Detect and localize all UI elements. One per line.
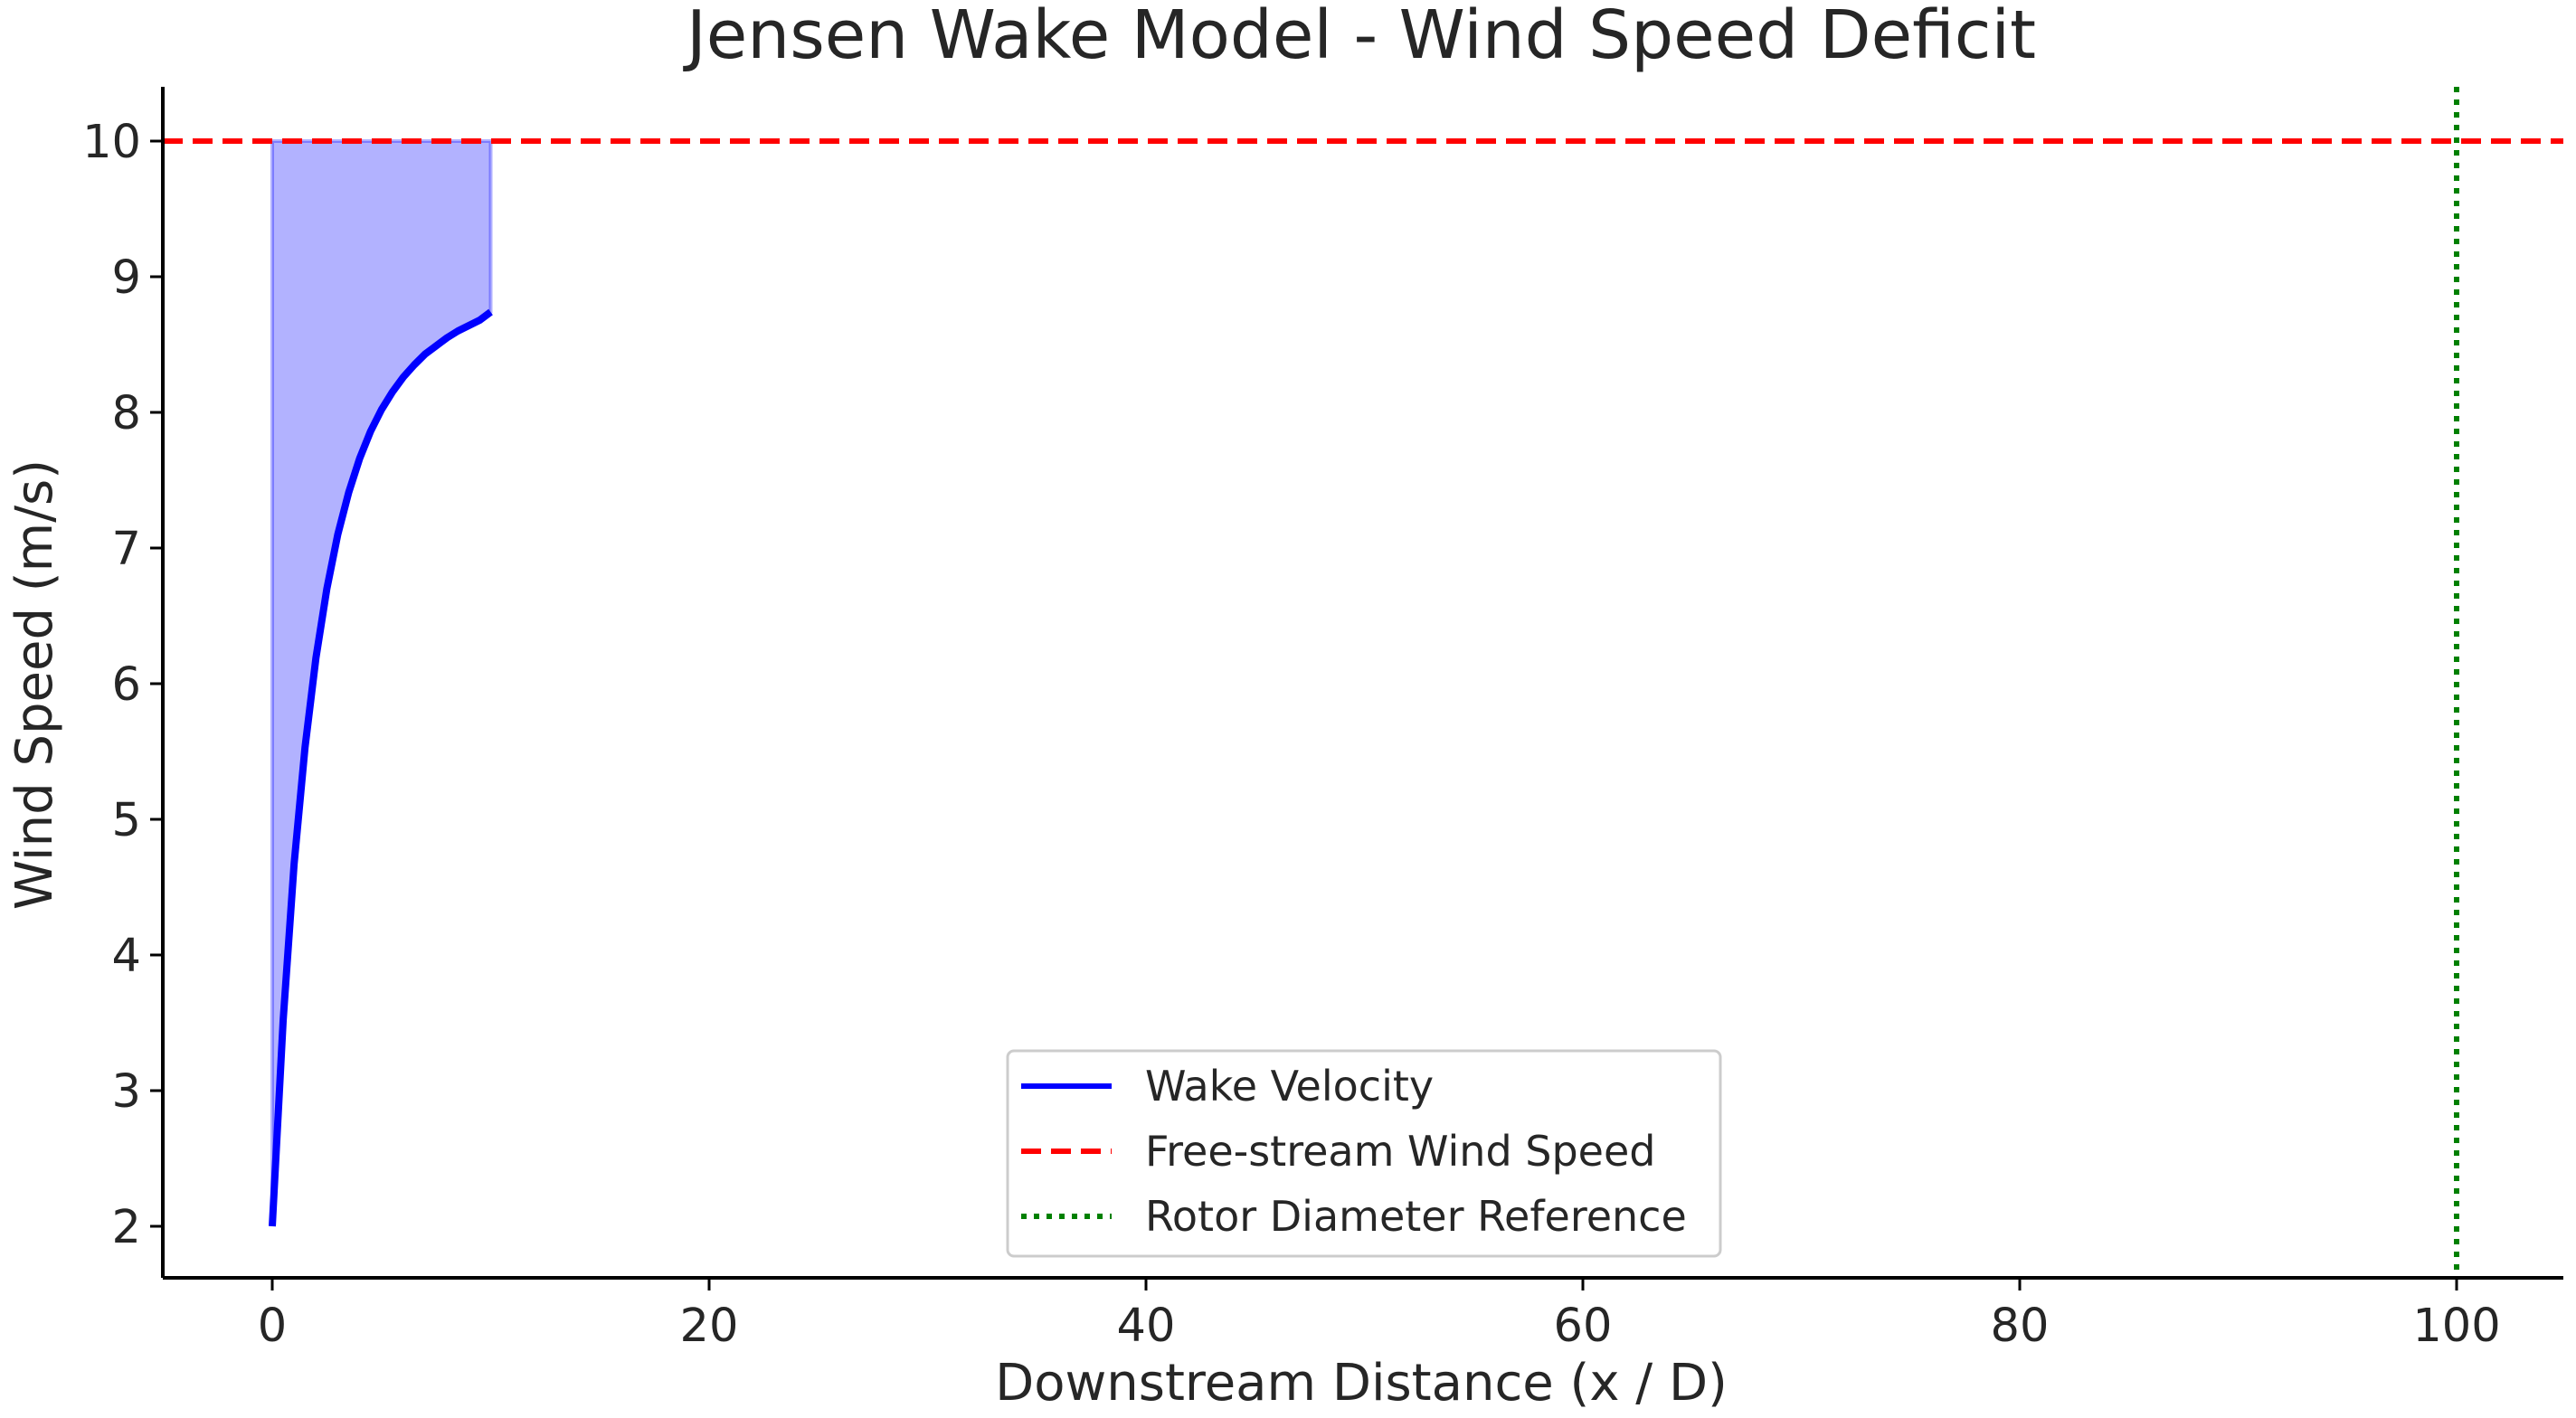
y-tick-label: 5 [112,794,141,847]
y-tick-label: 6 [112,658,141,712]
legend: Wake Velocity Free-stream Wind Speed Rot… [1006,1049,1722,1258]
legend-label-free-stream-wind-speed: Free-stream Wind Speed [1145,1127,1655,1176]
y-axis-label: Wind Speed (m/s) [5,459,64,910]
x-tick-label: 0 [258,1300,287,1353]
x-tick-label: 20 [680,1300,739,1353]
x-tick-label: 80 [1991,1300,2050,1353]
chart-title: Jensen Wake Model - Wind Speed Deficit [683,0,2036,74]
series-lines-layer [163,87,2563,1278]
x-ticks: 0 20 40 60 80 100 [258,1278,2501,1353]
y-tick-label: 4 [112,930,141,983]
wake-velocity-line [269,308,493,1227]
x-tick-label: 60 [1554,1300,1613,1353]
x-tick-label: 100 [2412,1300,2500,1353]
y-tick-label: 3 [112,1065,141,1119]
y-tick-label: 8 [112,387,141,440]
x-tick-label: 40 [1117,1300,1176,1353]
y-tick-label: 9 [112,251,141,305]
legend-label-rotor-diameter-reference: Rotor Diameter Reference [1145,1192,1687,1241]
y-tick-label: 2 [112,1201,141,1254]
y-tick-label: 10 [82,116,141,169]
x-axis-label: Downstream Distance (x / D) [995,1354,1728,1413]
legend-box [1006,1049,1722,1258]
legend-label-wake-velocity: Wake Velocity [1145,1062,1434,1111]
y-tick-label: 7 [112,523,141,576]
y-ticks: 2 3 4 5 6 7 8 9 10 [82,116,163,1254]
